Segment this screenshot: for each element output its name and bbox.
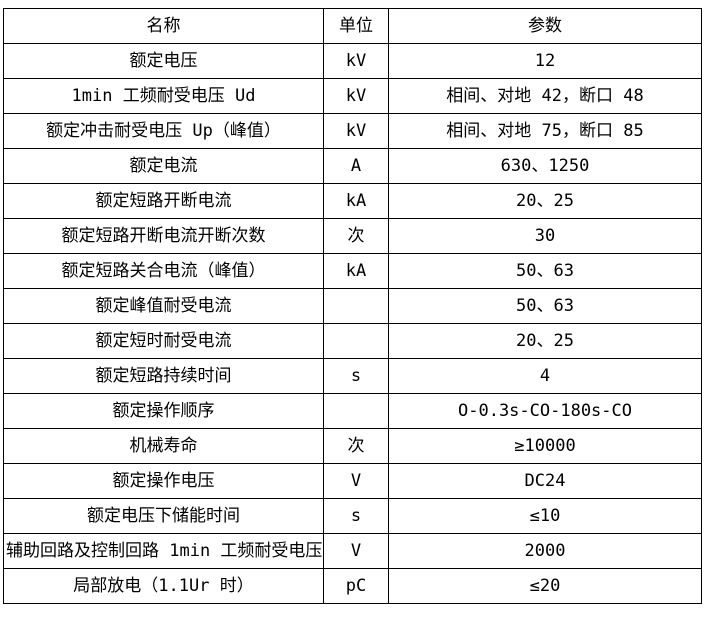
row-value-cell: 50、63 <box>388 288 702 324</box>
row-name-cell: 辅助回路及控制回路 1min 工频耐受电压 <box>3 533 324 569</box>
row-value-cell: 12 <box>388 43 702 79</box>
row-value-cell: 相间、对地 42，断口 48 <box>388 78 702 114</box>
row-name-cell: 额定冲击耐受电压 Up（峰值） <box>3 113 324 149</box>
table-row: 机械寿命次 ≥10000 <box>3 428 702 464</box>
row-name-cell: 额定电压 <box>3 43 324 79</box>
row-unit-cell: kV <box>323 43 389 79</box>
row-name-cell: 额定短时耐受电流 <box>3 323 324 359</box>
row-unit-cell: V <box>323 463 389 499</box>
row-value-cell: 20、25 <box>388 183 702 219</box>
table-row: 局部放电（1.1Ur 时） pC ≤20 <box>3 568 702 604</box>
row-name-cell: 额定短路持续时间 <box>3 358 324 394</box>
table-row: 额定电压 kV 12 <box>3 43 702 79</box>
table-row: 辅助回路及控制回路 1min 工频耐受电压 V 2000 <box>3 533 702 569</box>
row-unit-cell: s <box>323 358 389 394</box>
row-unit-cell: pC <box>323 568 389 604</box>
row-name-cell: 额定短路开断电流开断次数 <box>3 218 324 254</box>
table-row: 额定电压下储能时间 s ≤10 <box>3 498 702 534</box>
row-unit-cell: s <box>323 498 389 534</box>
table-row: 额定峰值耐受电流 50、63 <box>3 288 702 324</box>
row-name-cell: 局部放电（1.1Ur 时） <box>3 568 324 604</box>
row-unit-cell <box>323 288 389 324</box>
row-unit-cell: V <box>323 533 389 569</box>
table-row: 额定电流 A 630、1250 <box>3 148 702 184</box>
spec-table: 名称 单位 参数 额定电压 kV 12 1min 工频耐受电压 Ud kV 相间、对地 4… <box>3 8 702 604</box>
row-unit-cell: kV <box>323 78 389 114</box>
table-row: 额定操作电压 V DC24 <box>3 463 702 499</box>
row-value-cell: DC24 <box>388 463 702 499</box>
row-unit-cell: A <box>323 148 389 184</box>
table-row: 额定操作顺序 O-0.3s-CO-180s-CO <box>3 393 702 429</box>
row-value-cell: ≥10000 <box>388 428 702 464</box>
table-row: 额定短路开断电流开断次数次 30 <box>3 218 702 254</box>
header-value: 参数 <box>388 8 702 44</box>
row-unit-cell: kV <box>323 113 389 149</box>
spec-table-head: 名称 单位 参数 <box>3 8 702 44</box>
spec-table-body: 额定电压 kV 12 1min 工频耐受电压 Ud kV 相间、对地 42，断口 48 额定… <box>3 43 702 604</box>
row-value-cell: ≤20 <box>388 568 702 604</box>
row-unit-cell <box>323 323 389 359</box>
row-name-cell: 额定操作顺序 <box>3 393 324 429</box>
table-row: 额定短路持续时间 s 4 <box>3 358 702 394</box>
row-unit-cell: kA <box>323 253 389 289</box>
table-row: 额定短时耐受电流 20、25 <box>3 323 702 359</box>
row-value-cell: 50、63 <box>388 253 702 289</box>
table-row: 额定冲击耐受电压 Up（峰值） kV 相间、对地 75，断口 85 <box>3 113 702 149</box>
row-value-cell: 30 <box>388 218 702 254</box>
row-unit-cell: 次 <box>323 218 389 254</box>
row-value-cell: 4 <box>388 358 702 394</box>
row-value-cell: 2000 <box>388 533 702 569</box>
row-name-cell: 额定短路开断电流 <box>3 183 324 219</box>
row-value-cell: 相间、对地 75，断口 85 <box>388 113 702 149</box>
header-row: 名称 单位 参数 <box>3 8 702 44</box>
table-row: 1min 工频耐受电压 Ud kV 相间、对地 42，断口 48 <box>3 78 702 114</box>
row-unit-cell: kA <box>323 183 389 219</box>
row-name-cell: 机械寿命 <box>3 428 324 464</box>
row-name-cell: 额定电压下储能时间 <box>3 498 324 534</box>
row-value-cell: ≤10 <box>388 498 702 534</box>
row-value-cell: O-0.3s-CO-180s-CO <box>388 393 702 429</box>
row-name-cell: 额定短路关合电流（峰值） <box>3 253 324 289</box>
row-name-cell: 额定操作电压 <box>3 463 324 499</box>
table-row: 额定短路开断电流 kA 20、25 <box>3 183 702 219</box>
header-unit: 单位 <box>323 8 389 44</box>
row-name-cell: 额定电流 <box>3 148 324 184</box>
row-unit-cell <box>323 393 389 429</box>
table-row: 额定短路关合电流（峰值） kA 50、63 <box>3 253 702 289</box>
row-value-cell: 630、1250 <box>388 148 702 184</box>
header-name: 名称 <box>3 8 324 44</box>
row-unit-cell: 次 <box>323 428 389 464</box>
row-name-cell: 额定峰值耐受电流 <box>3 288 324 324</box>
row-value-cell: 20、25 <box>388 323 702 359</box>
row-name-cell: 1min 工频耐受电压 Ud <box>3 78 324 114</box>
